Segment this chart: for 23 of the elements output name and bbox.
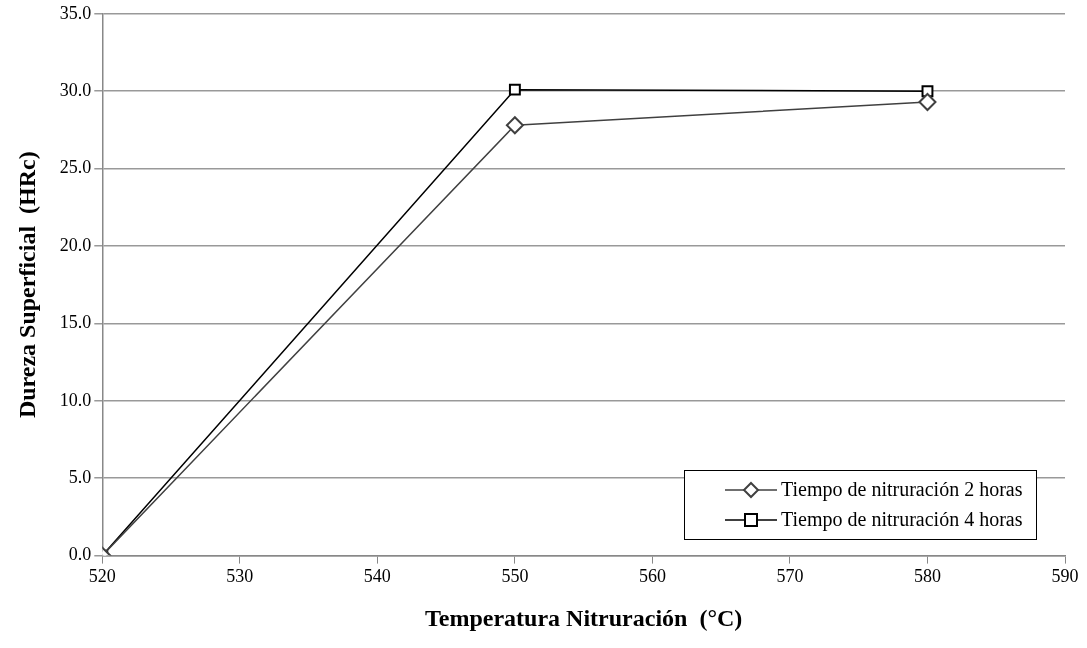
point xyxy=(505,116,524,135)
y-tick-label: 25.0 xyxy=(59,157,92,178)
y-tick-label: 15.0 xyxy=(59,312,92,333)
x-tick-label: 570 xyxy=(776,566,804,587)
x-axis-title: Temperatura Nitruración (°C) xyxy=(424,604,743,631)
x-tick-label: 560 xyxy=(638,566,666,587)
x-tick-label: 590 xyxy=(1051,566,1079,587)
y-tick-label: 30.0 xyxy=(59,79,92,100)
legend-label: Tiempo de nitruración 2 horas xyxy=(781,478,1023,502)
x-tick-label: 520 xyxy=(88,566,116,587)
y-tick-label: 10.0 xyxy=(59,389,92,410)
y-tick-label: 20.0 xyxy=(59,234,92,255)
y-tick-label: 35.0 xyxy=(59,2,92,23)
y-axis-title: Dureza Superficial (HRc) xyxy=(13,151,40,419)
y-tick-label: 0.0 xyxy=(68,544,92,565)
x-tick-label: 530 xyxy=(226,566,254,587)
point xyxy=(918,93,937,112)
y-tick-label: 5.0 xyxy=(68,466,92,487)
x-tick-label: 580 xyxy=(913,566,941,587)
x-tick-label: 550 xyxy=(501,566,529,587)
x-tick-label: 540 xyxy=(363,566,391,587)
legend-label: Tiempo de nitruración 4 horas xyxy=(781,508,1023,532)
point xyxy=(508,83,521,96)
